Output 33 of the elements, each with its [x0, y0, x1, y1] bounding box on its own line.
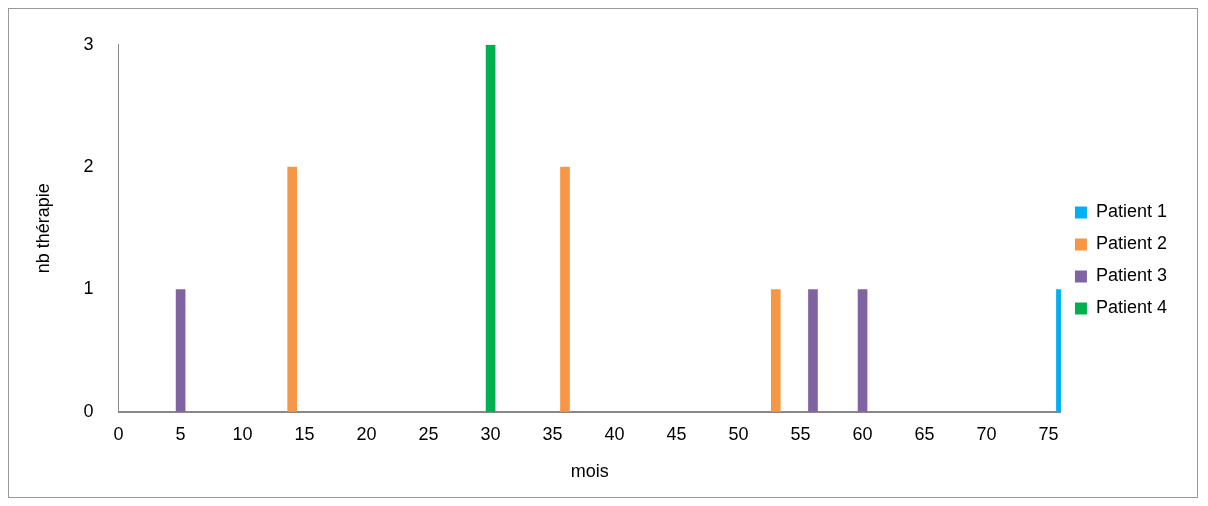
y-axis-title: nb thérapie — [32, 183, 53, 274]
bar — [485, 44, 496, 412]
x-tick-label: 75 — [1038, 423, 1059, 444]
x-tick-label: 10 — [232, 423, 253, 444]
y-tick-label: 2 — [83, 156, 94, 177]
x-tick-label: 5 — [175, 423, 186, 444]
y-tick-label: 0 — [83, 400, 94, 421]
x-tick-label: 65 — [914, 423, 935, 444]
legend-label: Patient 2 — [1095, 233, 1168, 254]
y-tick-label: 1 — [83, 278, 94, 299]
x-tick-label: 70 — [976, 423, 997, 444]
x-tick-label: 45 — [666, 423, 687, 444]
y-tick-label: 3 — [83, 33, 94, 54]
bar — [560, 166, 570, 412]
legend-label: Patient 4 — [1095, 297, 1168, 318]
legend-label: Patient 3 — [1095, 265, 1168, 286]
x-tick-label: 55 — [790, 423, 811, 444]
bar — [857, 289, 868, 412]
x-axis-title: mois — [570, 461, 609, 482]
x-tick-label: 35 — [542, 423, 563, 444]
x-tick-label: 20 — [356, 423, 377, 444]
x-tick-label: 15 — [294, 423, 315, 444]
x-tick-label: 60 — [852, 423, 873, 444]
legend-label: Patient 1 — [1095, 201, 1168, 222]
bar — [770, 289, 781, 412]
bar — [287, 166, 298, 412]
x-tick-label: 25 — [418, 423, 439, 444]
x-tick-label: 40 — [604, 423, 625, 444]
bar — [175, 289, 186, 412]
x-tick-label: 50 — [728, 423, 749, 444]
x-tick-label: 30 — [480, 423, 501, 444]
bar — [808, 289, 818, 412]
x-tick-label: 0 — [113, 423, 124, 444]
